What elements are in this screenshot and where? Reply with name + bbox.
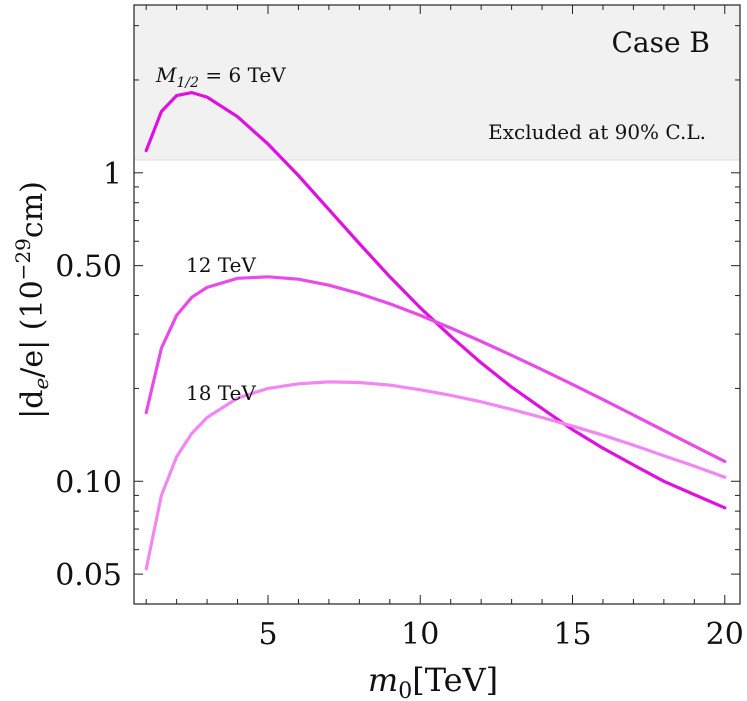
series-label-6tev-rest: = 6 TeV xyxy=(199,63,286,87)
x-tick-label: 5 xyxy=(258,617,277,652)
ticks-layer: 5 10 15 20 0.05 0.10 0.50 1 xyxy=(55,5,744,652)
excluded-region-label: Excluded at 90% C.L. xyxy=(488,120,706,144)
excluded-region xyxy=(134,5,740,161)
x-tick-label: 10 xyxy=(401,617,439,652)
y-axis-title-sup: −29 xyxy=(11,238,35,280)
series-label-6tev-base: M xyxy=(155,63,177,87)
series-label-6tev-sub: 1/2 xyxy=(176,75,199,91)
x-axis-title-base: m xyxy=(368,661,398,699)
x-tick-label: 15 xyxy=(553,617,591,652)
series-line-2 xyxy=(144,380,727,571)
series-label-12tev: 12 TeV xyxy=(186,253,256,277)
y-axis-title-mid: /e| (10 xyxy=(15,280,50,377)
y-tick-label: 0.10 xyxy=(55,465,122,500)
series-layer xyxy=(144,91,727,571)
x-axis-title-unit: [TeV] xyxy=(412,661,498,699)
y-axis-title-suffix: cm) xyxy=(15,181,50,238)
x-tick-label: 20 xyxy=(706,617,744,652)
x-axis-title: m0[TeV] xyxy=(368,661,498,701)
y-axis-title-sub: e xyxy=(29,378,53,390)
series-line-0 xyxy=(144,91,727,510)
y-tick-label: 1 xyxy=(103,157,122,192)
y-axis-title-prefix: |d xyxy=(15,390,50,419)
y-axis-title: |de/e| (10−29cm) xyxy=(11,181,53,419)
case-label: Case B xyxy=(611,26,710,59)
y-tick-label: 0.50 xyxy=(55,250,122,285)
series-label-18tev: 18 TeV xyxy=(186,381,256,405)
plot-frame xyxy=(133,4,741,605)
y-tick-label: 0.05 xyxy=(55,558,122,593)
series-label-6tev: M1/2 = 6 TeV xyxy=(155,63,286,91)
x-axis-title-sub: 0 xyxy=(398,679,412,701)
series-line-1 xyxy=(144,275,727,463)
